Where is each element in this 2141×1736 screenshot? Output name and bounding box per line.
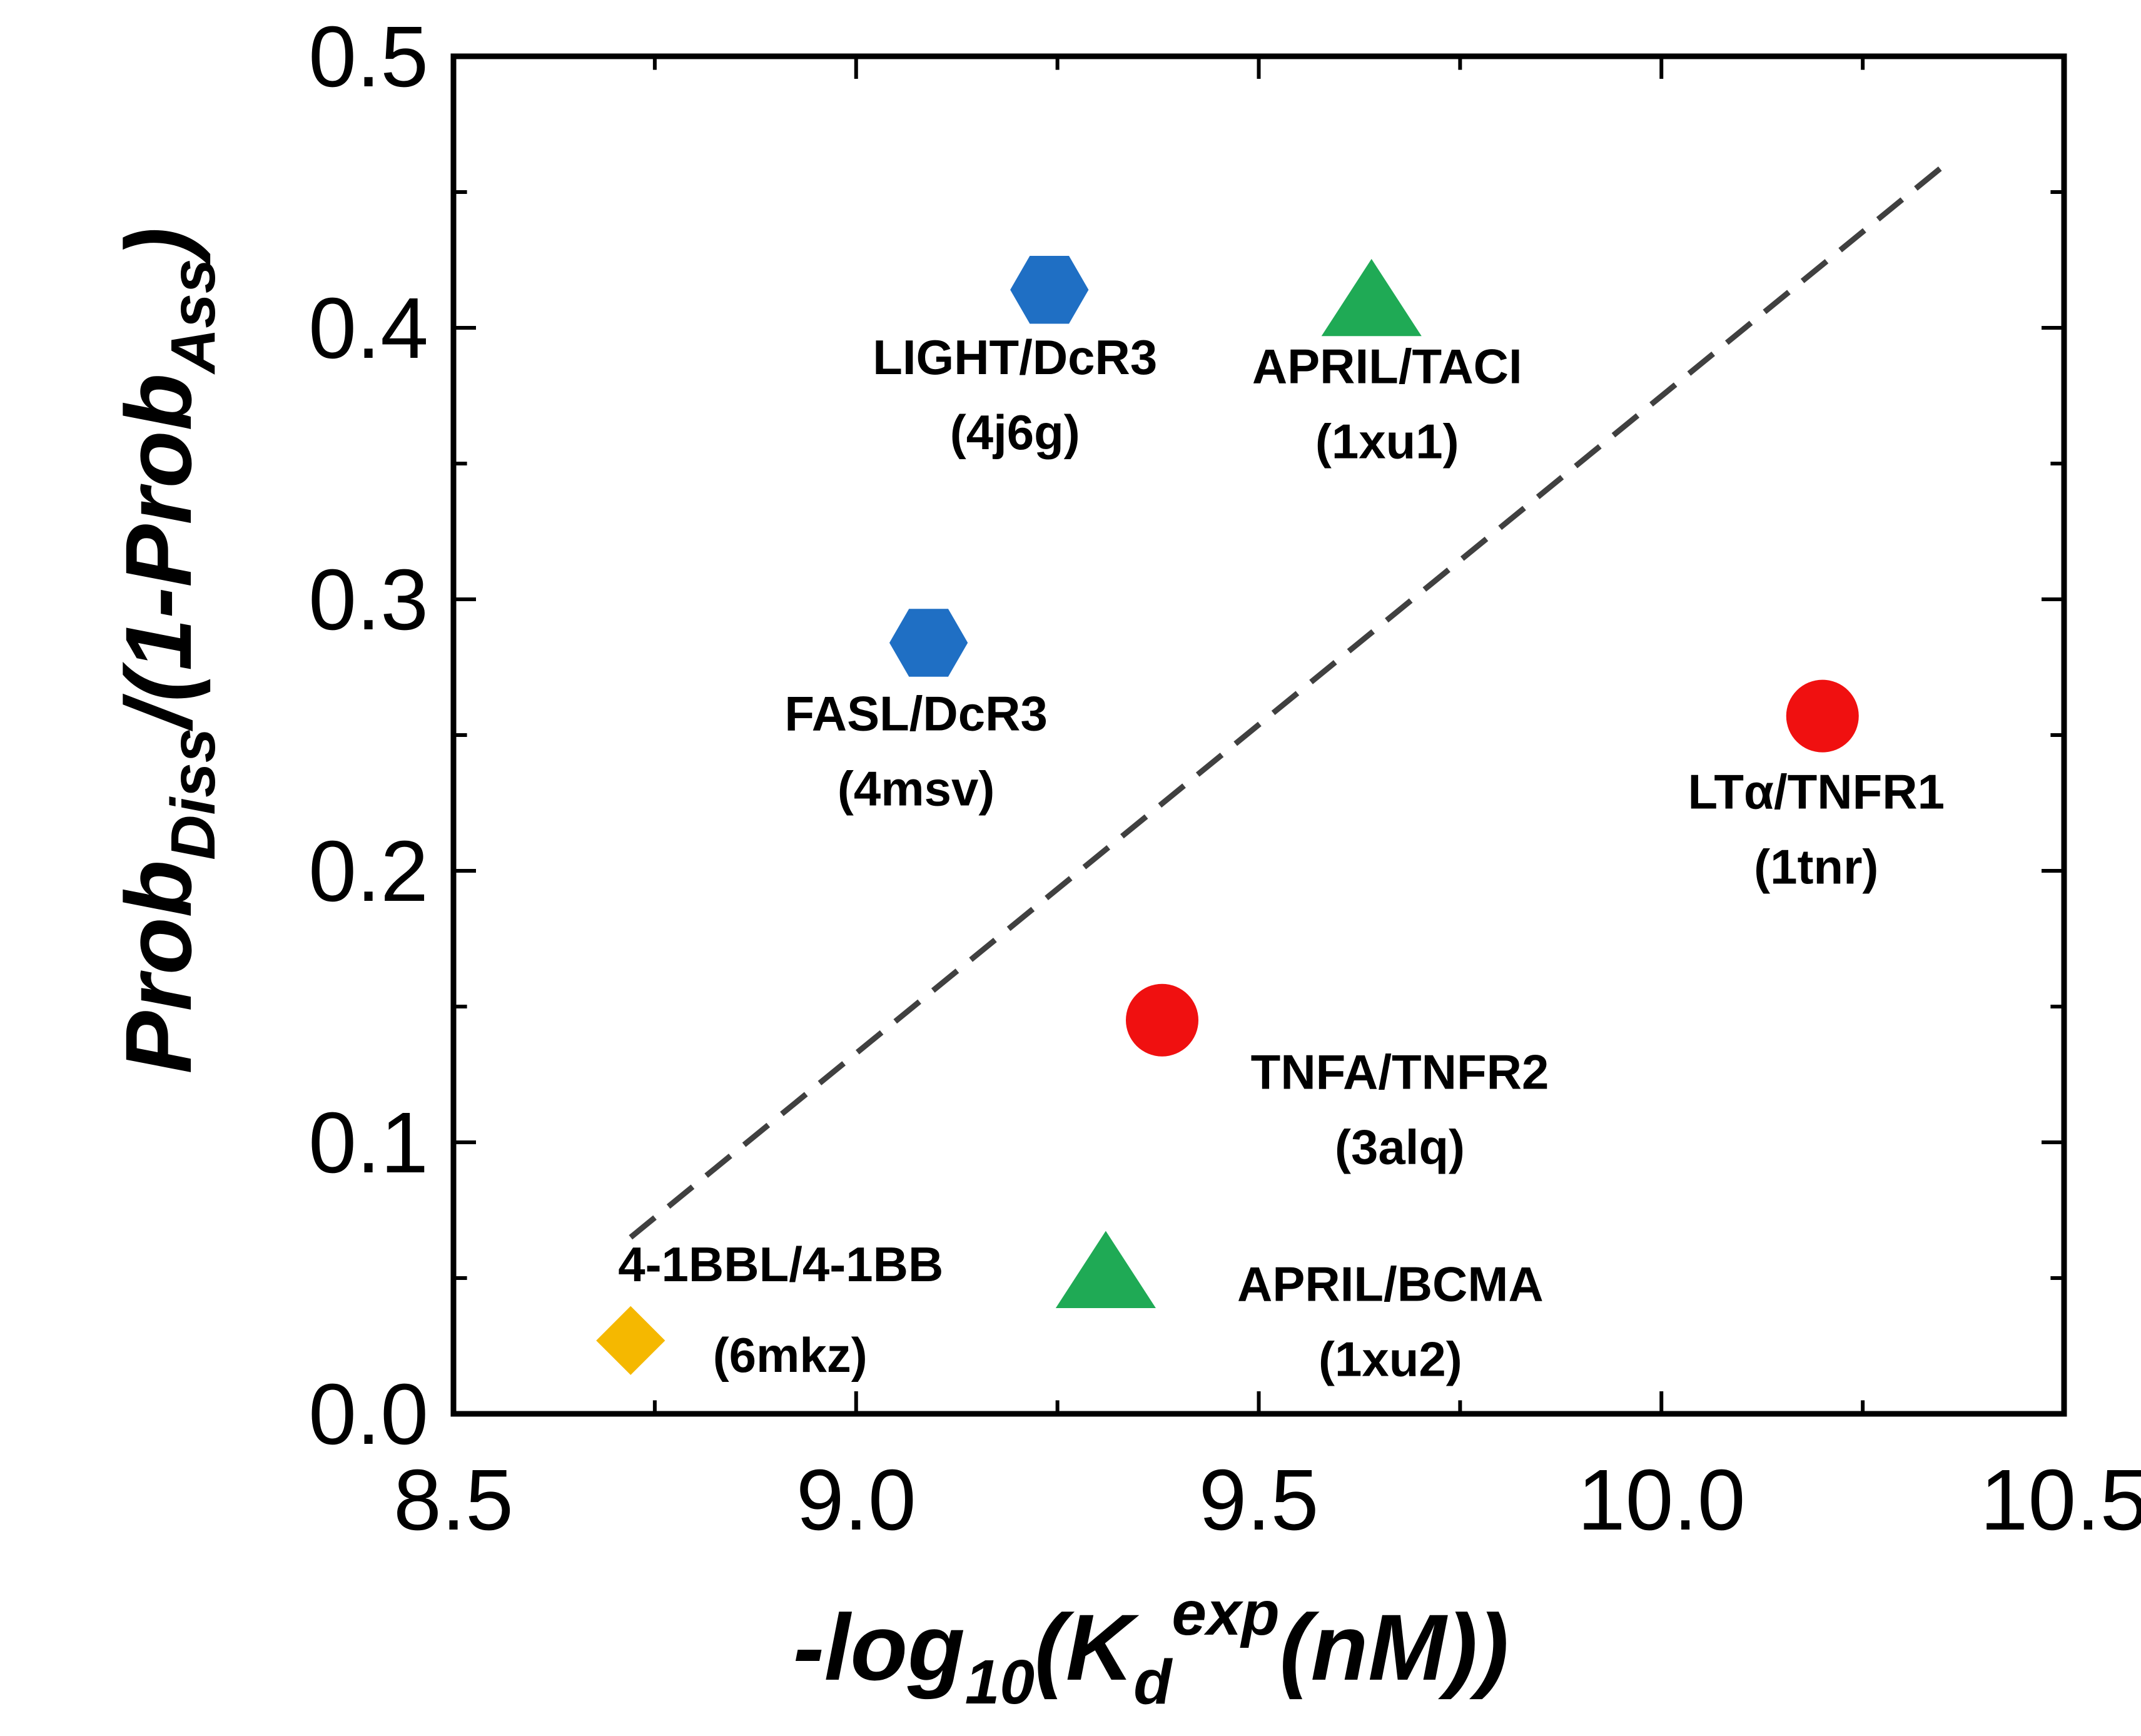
fit-line-layer (629, 157, 1953, 1240)
x-title-k-sub: d (1133, 1647, 1173, 1717)
marker-fasl-dcr3 (889, 609, 968, 677)
x-title-open: (K (1035, 1595, 1140, 1700)
x-title-suffix: (nM)) (1280, 1595, 1509, 1700)
label-april-taci: APRIL/TACI (1252, 339, 1522, 394)
x-tick-label: 10.5 (1980, 1452, 2141, 1548)
x-title-k-sup: exp (1172, 1578, 1279, 1648)
marker-light-dcr3 (1010, 255, 1089, 324)
y-tick-label: 0.1 (308, 1095, 428, 1191)
pdb-label-fasl-dcr3: (4msv) (838, 761, 995, 816)
x-tick-label: 8.5 (393, 1452, 514, 1548)
x-title-sub: 10 (965, 1647, 1035, 1717)
pdb-label-4-1bbl-4-1bb: (6mkz) (713, 1327, 868, 1383)
label-fasl-dcr3: FASL/DcR3 (784, 686, 1047, 741)
y-title-mid: /(1-Prob (106, 373, 211, 732)
label-4-1bbl-4-1bb: 4-1BBL/4-1BB (618, 1237, 943, 1292)
x-tick-label: 9.5 (1199, 1452, 1319, 1548)
marker-april-taci (1321, 258, 1422, 337)
y-axis-title: ProbDiss/(1-ProbAss) (106, 227, 228, 1074)
tick-layer: 8.5 9.0 9.5 10.0 10.5 0.0 0.1 0.2 0.3 0.4 0.5 (308, 9, 2141, 1548)
y-tick-label: 0.4 (308, 280, 428, 377)
y-tick-label: 0.0 (308, 1366, 428, 1463)
fit-line (629, 157, 1953, 1240)
x-tick-label: 10.0 (1577, 1452, 1746, 1548)
marker-tnfa-tnfr2 (1126, 983, 1198, 1057)
y-tick-label: 0.5 (308, 9, 428, 105)
marker-april-bcma (1055, 1231, 1156, 1309)
marker-4-1bbl-4-1bb (596, 1306, 666, 1375)
pdb-label-light-dcr3: (4j6g) (950, 405, 1080, 460)
y-title-diss: Diss (158, 728, 228, 860)
marker-lt-tnfr1 (1786, 679, 1859, 753)
pdb-label-tnfa-tnfr2: (3alq) (1335, 1120, 1465, 1175)
label-april-bcma: APRIL/BCMA (1237, 1256, 1544, 1311)
pdb-label-lt-tnfr1: (1tnr) (1754, 840, 1878, 895)
label-light-dcr3: LIGHT/DcR3 (873, 330, 1157, 385)
pdb-label-april-bcma: (1xu2) (1319, 1331, 1462, 1386)
x-tick-label: 9.0 (796, 1452, 916, 1548)
x-axis-title: -log10(Kdexp(nM)) (793, 1578, 1509, 1717)
y-tick-label: 0.3 (308, 552, 428, 648)
pdb-label-april-taci: (1xu1) (1315, 414, 1459, 469)
y-title-prob: Prob (106, 860, 211, 1074)
x-title-prefix: -log (793, 1595, 965, 1700)
label-tnfa-tnfr2: TNFA/TNFR2 (1251, 1045, 1549, 1100)
y-tick-label: 0.2 (308, 823, 428, 920)
point-label-layer: LIGHT/DcR3 (4j6g) FASL/DcR3 (4msv) APRIL/TAC… (618, 330, 1945, 1386)
marker-layer (596, 255, 1859, 1375)
label-lt-tnfr1: LTα/TNFR1 (1688, 764, 1945, 820)
y-title-ass: Ass (158, 258, 228, 375)
